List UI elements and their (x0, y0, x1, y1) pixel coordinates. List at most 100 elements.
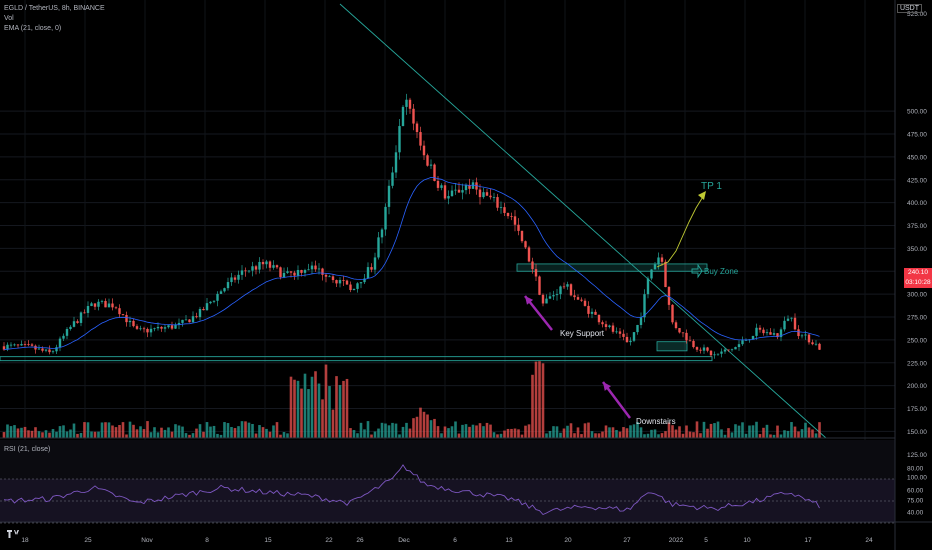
arrow-head (603, 382, 611, 391)
volume-bar (30, 430, 34, 438)
volume-bar (380, 422, 384, 438)
volume-bar (779, 434, 783, 438)
candle-body (27, 344, 30, 345)
candle-body (618, 331, 622, 334)
downtrend-line (339, 3, 827, 439)
volume-bar (744, 433, 748, 438)
volume-bar (765, 424, 769, 438)
candle-body (569, 284, 573, 296)
volume-bar (692, 432, 695, 438)
volume-bar (454, 421, 457, 438)
symbol-title[interactable]: EGLD / TetherUS, 8h, BINANCE (4, 5, 105, 12)
candle-body (223, 288, 226, 292)
candle-body (751, 335, 755, 340)
volume-bar (237, 426, 240, 438)
volume-bar (464, 424, 468, 438)
price-tick-label: 425.00 (907, 177, 927, 184)
candle-body (244, 270, 247, 272)
candle-body (149, 328, 153, 333)
volume-bar (48, 432, 51, 438)
volume-bar (9, 426, 13, 438)
volume-bar (41, 432, 44, 438)
volume-bar (702, 421, 706, 438)
candle-body (678, 328, 681, 333)
candle-body (118, 308, 121, 315)
candle-body (153, 328, 156, 330)
candle-body (447, 196, 450, 199)
volume-bar (149, 432, 153, 438)
volume-bar (268, 431, 272, 438)
candle-body (723, 349, 727, 352)
volume-bar (170, 431, 174, 438)
candle-body (475, 182, 478, 190)
rsi-tick-label: 40.00 (907, 510, 924, 517)
volume-bar (27, 430, 30, 438)
candle-body (625, 336, 629, 343)
volume-bar (118, 425, 121, 438)
candle-body (111, 303, 114, 308)
volume-bar (730, 432, 734, 438)
volume-bar (167, 427, 170, 438)
candle-body (310, 265, 314, 270)
volume-legend[interactable]: Vol (4, 15, 14, 22)
key-support-line (0, 356, 713, 362)
volume-bar (552, 426, 555, 438)
ema-legend[interactable]: EMA (21, close, 0) (4, 25, 62, 32)
rsi-legend[interactable]: RSI (21, close) (4, 446, 51, 453)
price-tick-label: 525.00 (907, 11, 927, 18)
candle-body (583, 300, 587, 306)
candle-body (191, 316, 195, 323)
candle-body (30, 344, 34, 346)
volume-bar (398, 434, 401, 438)
candle-body (62, 335, 65, 339)
volume-bar (713, 423, 716, 438)
volume-bar (741, 422, 744, 438)
volume-bar (517, 429, 520, 438)
candle-body (167, 325, 170, 328)
volume-bar (356, 433, 359, 438)
volume-bar (65, 431, 69, 438)
volume-bar (510, 428, 513, 438)
candle-body (517, 224, 520, 231)
candle-body (16, 344, 20, 346)
candle-body (349, 284, 352, 291)
candle-body (261, 261, 265, 265)
volume-bar (475, 425, 478, 438)
candle-body (170, 325, 174, 329)
candle-body (779, 329, 783, 338)
volume-bar (436, 426, 440, 438)
volume-bar (762, 427, 765, 438)
ema-line (3, 176, 820, 350)
volume-bar (545, 433, 548, 438)
candle-body (755, 327, 758, 336)
volume-bar (461, 424, 464, 438)
tradingview-logo-icon[interactable] (6, 528, 20, 540)
volume-bar (272, 425, 275, 438)
volume-bar (83, 422, 86, 438)
candle-body (23, 344, 27, 345)
volume-bar (751, 425, 755, 438)
candle-body (527, 247, 531, 262)
volume-bar (23, 426, 27, 438)
volume-bar (13, 425, 16, 438)
price-tick-label: 200.00 (907, 383, 927, 390)
volume-bar (541, 363, 545, 438)
currency-label[interactable]: USDT (896, 4, 922, 13)
volume-bar (636, 422, 639, 438)
candle-body (44, 349, 48, 351)
candle-body (233, 277, 237, 280)
volume-bar (758, 434, 762, 438)
candle-body (604, 324, 608, 327)
volume-bar (471, 424, 475, 438)
candle-body (303, 270, 307, 273)
volume-bar (377, 428, 380, 438)
candle-body (520, 230, 524, 242)
volume-bar (737, 425, 741, 438)
volume-bar (296, 380, 300, 438)
candle-body (667, 287, 671, 305)
volume-bar (566, 425, 569, 438)
candle-body (422, 145, 426, 156)
candle-body (713, 354, 716, 356)
volume-bar (51, 429, 55, 438)
